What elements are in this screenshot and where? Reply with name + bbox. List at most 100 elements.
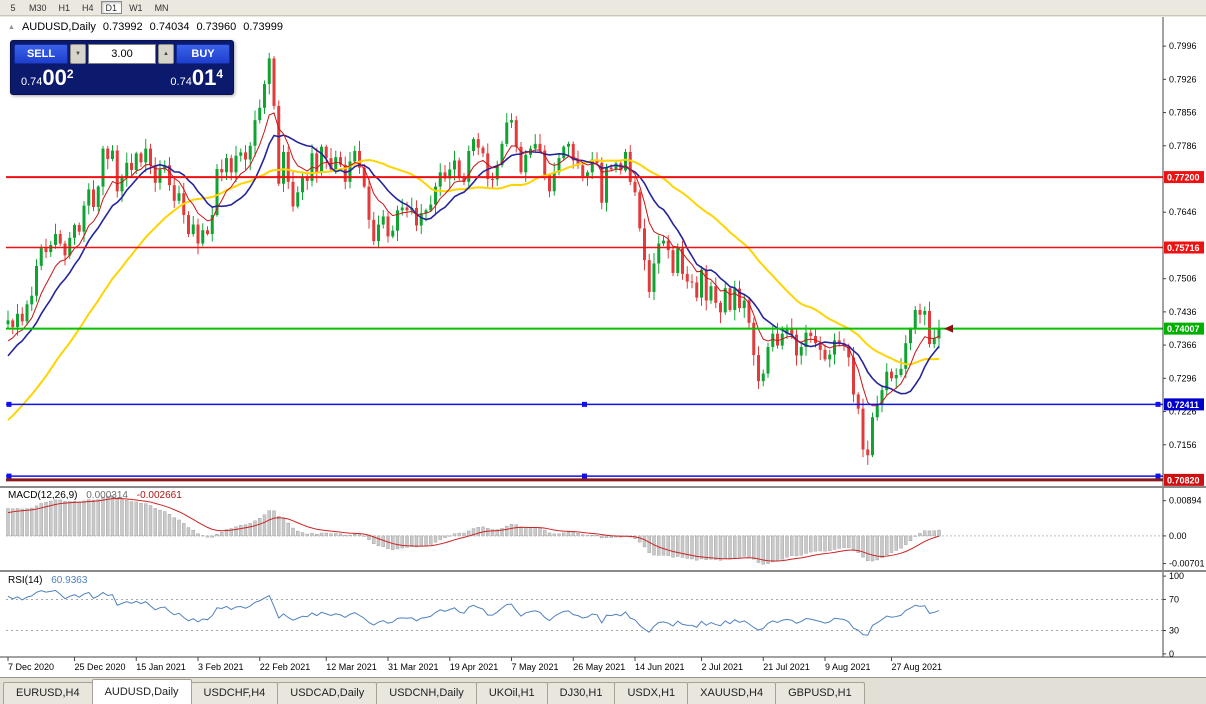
macd-label: MACD(12,26,9) 0.000314 -0.002661 xyxy=(8,490,182,501)
svg-text:70: 70 xyxy=(1169,594,1179,604)
horizontal-levels[interactable] xyxy=(6,176,1163,482)
chart-tab-xauusd-h4[interactable]: XAUUSD,H4 xyxy=(687,682,777,704)
current-price-arrow-icon xyxy=(944,324,953,333)
timeframe-button-w1[interactable]: W1 xyxy=(124,1,148,14)
svg-text:0.7646: 0.7646 xyxy=(1169,207,1197,217)
ohlc-low: 0.73960 xyxy=(196,21,237,33)
svg-text:31 Mar 2021: 31 Mar 2021 xyxy=(388,662,439,672)
svg-text:0.00: 0.00 xyxy=(1169,531,1187,541)
chart-tab-usdx-h1[interactable]: USDX,H1 xyxy=(614,682,689,704)
svg-text:12 Mar 2021: 12 Mar 2021 xyxy=(326,662,377,672)
macd-signal-value: -0.002661 xyxy=(136,490,182,501)
svg-text:26 May 2021: 26 May 2021 xyxy=(573,662,625,672)
sell-button[interactable]: SELL xyxy=(14,44,68,64)
svg-text:0.77200: 0.77200 xyxy=(1167,173,1200,183)
price-badge xyxy=(1164,241,1204,254)
triangle-up-icon: ▲ xyxy=(163,51,169,57)
ohlc-high: 0.74034 xyxy=(149,21,190,33)
svg-text:0.72411: 0.72411 xyxy=(1167,400,1199,410)
svg-text:7 May 2021: 7 May 2021 xyxy=(512,662,559,672)
svg-text:9 Aug 2021: 9 Aug 2021 xyxy=(825,662,871,672)
svg-text:0.7996: 0.7996 xyxy=(1169,41,1197,51)
ohlc-open: 0.73992 xyxy=(102,21,143,33)
one-click-trading-panel: SELL ▼ ▲ BUY 0.74002 0.74014 xyxy=(10,40,234,95)
chart-ohlc-header: ▲ AUDUSD,Daily 0.73992 0.74034 0.73960 0… xyxy=(8,21,283,33)
svg-text:27 Aug 2021: 27 Aug 2021 xyxy=(892,662,943,672)
svg-text:2 Jul 2021: 2 Jul 2021 xyxy=(702,662,744,672)
svg-text:0.7226: 0.7226 xyxy=(1169,407,1197,417)
svg-text:0.74007: 0.74007 xyxy=(1167,324,1200,334)
panel-frames xyxy=(0,17,1206,658)
buy-price-big: 01 xyxy=(191,65,217,90)
price-axis[interactable]: 0.7996 0.7926 0.7856 0.7786 0.7646 0.7506 0.74… xyxy=(1163,41,1205,659)
buy-price[interactable]: 0.74014 xyxy=(170,67,223,90)
timeframe-toolbar: 5 M30 H1 H4 D1 W1 MN xyxy=(0,0,1206,16)
chart-tab-usdchf-h4[interactable]: USDCHF,H4 xyxy=(190,682,279,704)
chart-tab-dj30-h1[interactable]: DJ30,H1 xyxy=(546,682,616,704)
price-badge xyxy=(1164,171,1204,184)
rsi-value: 60.9363 xyxy=(51,575,88,586)
svg-text:0.7366: 0.7366 xyxy=(1169,340,1197,350)
timeframe-button-d1[interactable]: D1 xyxy=(100,1,123,14)
chart-canvas[interactable]: 0.7996 0.7926 0.7856 0.7786 0.7646 0.7506 0.74… xyxy=(0,0,1206,677)
timeframe-button-5[interactable]: 5 xyxy=(4,1,22,14)
moving-averages xyxy=(7,112,940,421)
svg-text:0.7506: 0.7506 xyxy=(1169,274,1197,284)
svg-text:30: 30 xyxy=(1169,626,1179,636)
svg-text:100: 100 xyxy=(1169,571,1184,581)
svg-text:0: 0 xyxy=(1169,649,1174,659)
svg-text:19 Apr 2021: 19 Apr 2021 xyxy=(450,662,499,672)
price-badge xyxy=(1164,322,1204,335)
svg-text:0.70820: 0.70820 xyxy=(1167,475,1200,485)
buy-price-sup: 4 xyxy=(216,67,223,81)
timeframe-button-h1[interactable]: H1 xyxy=(54,1,76,14)
svg-text:21 Jul 2021: 21 Jul 2021 xyxy=(763,662,810,672)
price-badge xyxy=(1164,398,1204,411)
timeframe-button-h4[interactable]: H4 xyxy=(77,1,99,14)
timeframe-button-m30[interactable]: M30 xyxy=(24,1,52,14)
svg-text:0.7296: 0.7296 xyxy=(1169,373,1197,383)
svg-text:0.7856: 0.7856 xyxy=(1169,108,1197,118)
sell-price-small: 0.74 xyxy=(21,76,43,88)
volume-input[interactable] xyxy=(88,44,156,64)
candlesticks xyxy=(6,52,941,465)
price-badge xyxy=(1164,473,1204,486)
volume-increase-button[interactable]: ▲ xyxy=(158,44,174,64)
svg-text:0.00894: 0.00894 xyxy=(1169,496,1202,506)
macd-panel xyxy=(6,495,1163,565)
sell-price[interactable]: 0.74002 xyxy=(21,67,74,90)
buy-price-small: 0.74 xyxy=(170,76,192,88)
sell-price-big: 00 xyxy=(42,65,67,90)
sell-price-sup: 2 xyxy=(66,67,74,81)
svg-text:3 Feb 2021: 3 Feb 2021 xyxy=(198,662,244,672)
chart-tab-ukoil-h1[interactable]: UKOil,H1 xyxy=(475,682,548,704)
rsi-panel xyxy=(6,589,1163,636)
timeframe-button-mn[interactable]: MN xyxy=(150,1,174,14)
time-axis[interactable]: 7 Dec 2020 25 Dec 2020 15 Jan 2021 3 Feb 20… xyxy=(7,657,943,672)
chart-tab-bar: EURUSD,H4 AUDUSD,Daily USDCHF,H4 USDCAD,Dai… xyxy=(0,677,1206,704)
svg-text:15 Jan 2021: 15 Jan 2021 xyxy=(136,662,186,672)
svg-text:0.7156: 0.7156 xyxy=(1169,440,1197,450)
ohlc-close: 0.73999 xyxy=(243,21,283,33)
chart-tab-usdcnh-daily[interactable]: USDCNH,Daily xyxy=(376,682,477,704)
one-click-collapse-icon[interactable]: ▲ xyxy=(8,23,15,31)
svg-text:0.7926: 0.7926 xyxy=(1169,74,1197,84)
volume-decrease-button[interactable]: ▼ xyxy=(70,44,86,64)
svg-text:0.7436: 0.7436 xyxy=(1169,307,1197,317)
macd-main-value: 0.000314 xyxy=(86,490,128,501)
chart-tab-audusd-daily[interactable]: AUDUSD,Daily xyxy=(91,679,192,704)
chart-tab-gbpusd-h1[interactable]: GBPUSD,H1 xyxy=(775,682,865,704)
macd-name: MACD(12,26,9) xyxy=(8,490,78,501)
svg-text:7 Dec 2020: 7 Dec 2020 xyxy=(8,662,54,672)
chart-tab-usdcad-daily[interactable]: USDCAD,Daily xyxy=(277,682,378,704)
svg-text:25 Dec 2020: 25 Dec 2020 xyxy=(75,662,126,672)
buy-button[interactable]: BUY xyxy=(176,44,230,64)
triangle-down-icon: ▼ xyxy=(75,51,81,57)
svg-text:-0.00701: -0.00701 xyxy=(1169,559,1205,569)
chart-tab-eurusd-h4[interactable]: EURUSD,H4 xyxy=(3,682,93,704)
chart-background xyxy=(0,17,1206,677)
rsi-name: RSI(14) xyxy=(8,575,43,586)
svg-text:22 Feb 2021: 22 Feb 2021 xyxy=(260,662,311,672)
rsi-label: RSI(14) 60.9363 xyxy=(8,575,87,586)
